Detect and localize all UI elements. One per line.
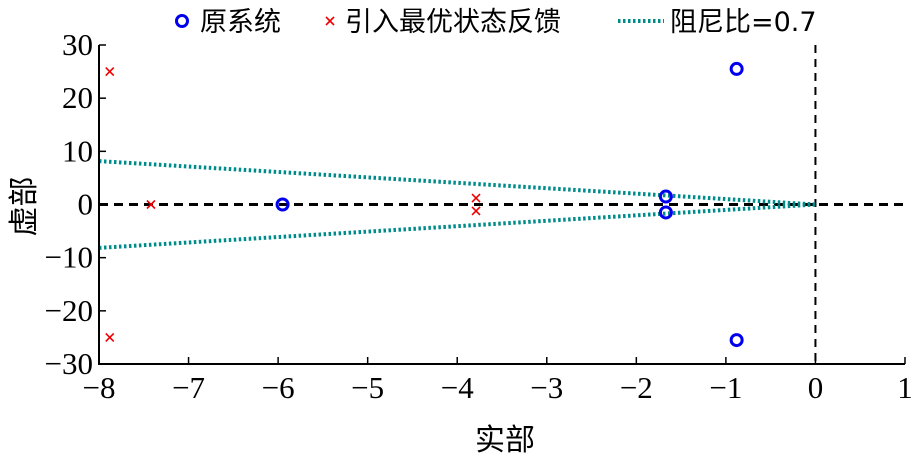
x-tick-label: −1	[709, 370, 742, 405]
x-tick-label: −5	[351, 370, 384, 405]
x-axis-label: 实部	[475, 423, 535, 458]
x-tick-label: −8	[83, 370, 116, 405]
original-pole-marker	[729, 333, 744, 348]
y-tick-label: 10	[62, 133, 93, 168]
damping-line-lower	[99, 202, 816, 250]
feedback-pole-marker	[471, 206, 481, 216]
x-tick-label: −2	[620, 370, 653, 405]
x-marker-stroke	[105, 332, 115, 342]
y-tick-label: 20	[62, 80, 93, 115]
legend-label: 阻尼比=0.7	[670, 7, 817, 38]
y-tick-label: −20	[45, 293, 93, 328]
legend-item-feedback: 引入最优状态反馈	[325, 7, 561, 38]
y-tick-label: 30	[62, 27, 93, 62]
legend-circle-icon	[175, 14, 189, 28]
x-tick-label: −4	[441, 370, 474, 405]
plot-inner	[99, 45, 905, 364]
x-marker-stroke	[146, 199, 156, 210]
legend-label: 引入最优状态反馈	[345, 7, 561, 38]
x-tick-label: −3	[530, 370, 563, 405]
original-pole-marker	[729, 61, 744, 76]
legend-item-original: 原系统	[175, 7, 281, 38]
feedback-pole-marker	[105, 332, 115, 342]
legend: 原系统 引入最优状态反馈 阻尼比=0.7	[175, 7, 817, 38]
y-axis-label: 虚部	[7, 177, 42, 237]
x-tick-label: 1	[897, 370, 911, 405]
original-pole-marker	[658, 205, 673, 220]
legend-item-damping: 阻尼比=0.7	[618, 7, 817, 38]
x-marker-stroke	[105, 67, 115, 77]
x-marker-stroke	[471, 206, 481, 216]
y-tick-label: 0	[78, 187, 94, 222]
x-marker-stroke	[471, 193, 481, 203]
x-tick-label: −6	[262, 370, 295, 405]
x-tick-label: −7	[172, 370, 205, 405]
damping-line-upper	[99, 159, 816, 207]
feedback-pole-marker	[146, 199, 156, 210]
plot-area	[99, 45, 905, 364]
y-tick-label: −10	[45, 240, 93, 275]
legend-label: 原系统	[200, 7, 281, 38]
legend-x-icon-stroke	[325, 16, 335, 26]
feedback-pole-marker	[105, 67, 115, 77]
original-pole-marker	[658, 189, 673, 204]
x-tick-label: 0	[808, 370, 824, 405]
y-tick-label: −30	[45, 346, 93, 381]
feedback-pole-marker	[471, 193, 481, 203]
original-pole-marker	[275, 197, 290, 212]
